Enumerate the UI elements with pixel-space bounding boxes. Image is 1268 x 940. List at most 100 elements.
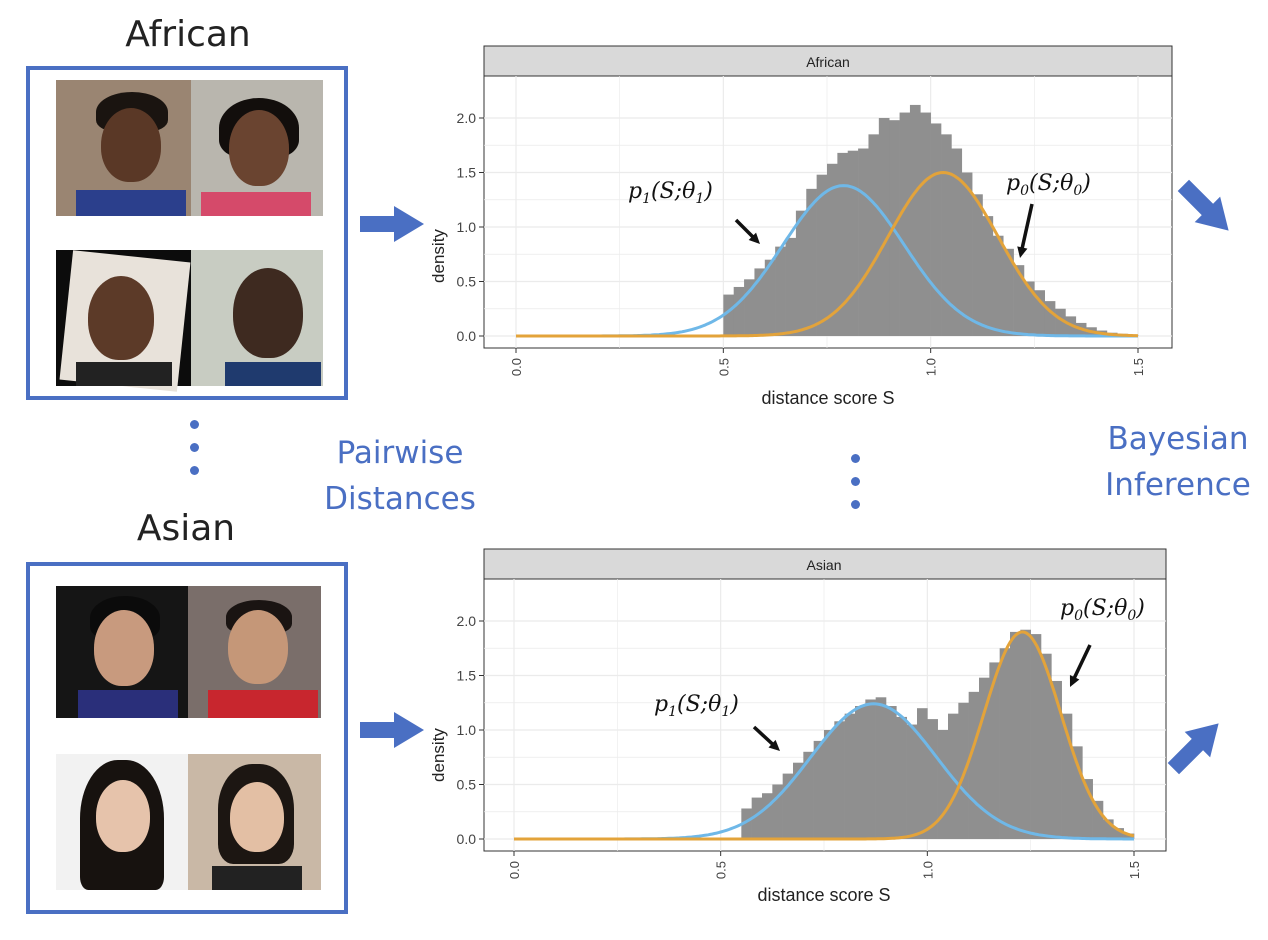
histogram-bar [795, 210, 807, 336]
histogram-bar [1061, 713, 1073, 839]
y-tick-label: 0.5 [457, 777, 477, 793]
histogram-bar [989, 662, 1000, 839]
arrowhead-icon [748, 232, 760, 244]
face-photo [56, 754, 188, 890]
x-tick-label: 1.0 [924, 358, 939, 376]
y-tick-label: 2.0 [457, 613, 477, 629]
strip-background [483, 45, 1173, 77]
histogram-bar [816, 174, 828, 336]
histogram-bar [762, 793, 773, 839]
y-tick-label: 1.0 [457, 219, 477, 235]
annotation-arrow [734, 218, 756, 240]
african-density-chart: African 0.0 0.5 1.0 1.5 0.0 0.5 1.0 1.5 2.0 dist… [429, 45, 1173, 408]
annotation-arrow [752, 725, 776, 747]
histogram-bar [741, 808, 752, 839]
p0-annotation: p0(S;θ0) [1060, 596, 1145, 624]
bayesian-inference-label: Bayesian Inference [1088, 416, 1268, 508]
histogram-bar [999, 648, 1011, 839]
histogram-bar [979, 677, 990, 839]
y-tick-label: 0.5 [457, 274, 477, 290]
histogram-bar [937, 730, 949, 839]
y-axis-label: density [429, 229, 448, 283]
middle-ellipsis-dots [851, 454, 860, 523]
histogram-bar [868, 134, 880, 336]
strip-background [483, 548, 1167, 580]
histogram-bar [1030, 634, 1042, 839]
histogram-bar [754, 268, 766, 336]
histogram-bar [1051, 680, 1062, 839]
histogram-bar [751, 797, 763, 839]
x-tick-label: 0.5 [714, 861, 729, 879]
down-right-arrow-icon [1177, 179, 1229, 231]
pairwise-text: Pairwise [336, 435, 464, 471]
histogram-bar [909, 104, 921, 336]
group-title-african: African [125, 14, 251, 55]
histogram-bar [844, 713, 856, 839]
histogram-bar [1103, 819, 1114, 839]
face-photo [56, 80, 191, 216]
face-photo [188, 754, 321, 890]
histogram-bar [785, 237, 797, 336]
y-tick-label: 1.5 [457, 165, 477, 181]
histogram-bar [772, 784, 783, 839]
arrowhead-icon [768, 739, 780, 751]
x-tick-label: 0.0 [507, 861, 522, 879]
histogram-bar [824, 730, 835, 839]
histogram-bar [896, 716, 907, 839]
histogram-bar [968, 691, 980, 839]
histogram-bar [855, 706, 866, 839]
histogram-bar [930, 123, 942, 336]
histogram-bar [1055, 308, 1066, 336]
histogram-bar [1003, 248, 1014, 336]
histogram-bar [982, 216, 994, 336]
histogram-bar [723, 294, 734, 336]
histogram-bar [992, 235, 1004, 336]
p0-curve [514, 630, 1135, 841]
p1-annotation: p1(S;θ1) [628, 179, 713, 207]
face-photo [188, 586, 321, 718]
arrowhead-icon [1069, 675, 1080, 687]
strip-label: Asian [806, 557, 841, 573]
histogram-bar [806, 188, 817, 336]
p0-annotation: p0(S;θ0) [1006, 171, 1091, 199]
histogram-bar [847, 150, 859, 336]
histogram-bar [793, 762, 804, 839]
histogram-bar [803, 751, 814, 839]
right-arrow-icon [360, 712, 424, 748]
face-photo [191, 80, 323, 216]
histogram-bar [917, 708, 928, 839]
y-axis-label: density [429, 728, 448, 782]
histogram-bar [951, 148, 963, 336]
up-right-arrow-icon [1167, 723, 1219, 775]
histogram-bar [886, 706, 897, 839]
asian-density-chart: Asian 0.0 0.5 1.0 1.5 0.0 0.5 1.0 1.5 2.0 distan… [429, 548, 1167, 905]
y-tick-label: 0.0 [457, 328, 477, 344]
histogram-bar [878, 118, 890, 336]
bayesian-text: Bayesian [1107, 421, 1249, 457]
histogram-bar [1082, 779, 1093, 839]
p0-curve [516, 170, 1139, 338]
histogram-bar [972, 194, 983, 336]
left-ellipsis-dots [190, 420, 199, 489]
right-arrow-icon [360, 206, 424, 242]
x-axis-label: distance score S [757, 885, 890, 905]
y-tick-label: 0.0 [457, 831, 477, 847]
histogram-bar [1041, 653, 1052, 839]
p1-annotation: p1(S;θ1) [654, 692, 739, 720]
x-tick-label: 0.0 [509, 358, 524, 376]
histogram-bar [1044, 301, 1056, 336]
histogram-bar [744, 279, 755, 336]
histogram-bar [837, 152, 849, 336]
histogram-bar [961, 172, 973, 336]
x-axis-label: distance score S [761, 388, 894, 408]
histogram-bar [1092, 800, 1104, 839]
face-photo [56, 250, 191, 392]
inference-text: Inference [1105, 467, 1251, 503]
annotation-arrow [1071, 644, 1092, 681]
x-tick-label: 1.5 [1127, 861, 1142, 879]
face-photo [56, 586, 188, 718]
histogram-bar [941, 134, 952, 336]
histogram-bar [858, 148, 869, 336]
histogram-bar [899, 112, 911, 336]
